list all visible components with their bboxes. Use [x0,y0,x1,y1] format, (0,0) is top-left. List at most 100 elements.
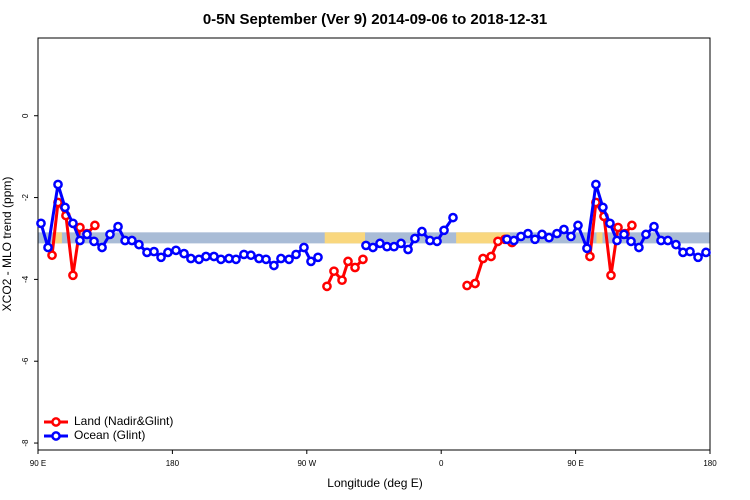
data-point [306,256,316,267]
data-point [573,220,583,231]
data-point [663,235,673,246]
data-point [619,229,629,240]
y-tick-label: -6 [21,357,30,365]
data-point [530,234,540,245]
data-point [403,244,413,255]
x-tick-label: 90 W [297,459,316,468]
data-point [626,236,636,247]
data-point [350,262,360,273]
data-point [612,235,622,246]
band-segment [596,232,603,244]
data-point [358,254,368,265]
data-point [261,254,271,265]
data-point [432,236,442,247]
band-segment [456,232,510,244]
data-point [329,266,339,277]
data-point [613,222,623,233]
legend-label: Ocean (Glint) [74,428,145,442]
data-point [113,221,123,232]
data-point [43,242,53,253]
x-tick-label: 180 [703,459,717,468]
data-point [201,251,211,262]
data-point [523,228,533,239]
x-tick-label: 90 E [567,459,583,468]
x-tick-label: 0 [439,459,444,468]
data-point [322,281,332,292]
data-point [552,228,562,239]
data-point [89,236,99,247]
data-point [410,233,420,244]
data-point [156,252,166,263]
data-point [417,226,427,237]
x-axis-label: Longitude (deg E) [327,476,422,490]
data-point [216,254,226,265]
data-point [368,242,378,253]
data-point [627,220,637,231]
data-point [68,270,78,281]
data-point [486,251,496,262]
data-point [186,253,196,264]
data-point [171,245,181,256]
data-point [585,251,595,262]
data-point [68,218,78,229]
data-point [90,220,100,231]
data-point [97,242,107,253]
data-point [634,242,644,253]
x-tick-label: 180 [166,459,180,468]
data-point [671,239,681,250]
data-point [337,275,347,286]
data-point [299,242,309,253]
data-point [598,202,608,213]
data-point [246,250,256,261]
data-point [701,247,711,258]
chart-title: 0-5N September (Ver 9) 2014-09-06 to 201… [203,11,547,28]
y-tick-label: -4 [21,275,30,283]
data-point [566,231,576,242]
data-point [276,253,286,264]
data-point [462,280,472,291]
band-segment [324,232,366,244]
data-point [60,202,70,213]
data-point [134,239,144,250]
data-point [641,229,651,240]
data-point [343,256,353,267]
data-point [693,252,703,263]
data-point [179,248,189,259]
legend-marker [51,431,61,441]
data-point [105,229,115,240]
data-point [127,235,137,246]
data-point [53,179,63,190]
data-point [149,246,159,257]
data-point [291,249,301,260]
legend-label: Land (Nadir&Glint) [74,414,173,428]
data-point [47,250,57,261]
y-axis-label: XCO2 - MLO trend (ppm) [0,177,14,312]
data-point [448,212,458,223]
band-segment [38,232,710,244]
data-point [605,218,615,229]
data-point [82,229,92,240]
series-line [466,237,513,287]
data-point [509,235,519,246]
x-tick-label: 90 E [30,459,46,468]
data-point [582,243,592,254]
data-point [544,232,554,243]
data-point [649,221,659,232]
data-point [439,225,449,236]
data-point [685,246,695,257]
data-point [231,254,241,265]
data-point [606,270,616,281]
data-point [269,260,279,271]
band-segment [54,232,62,244]
legend-marker [51,417,61,427]
data-point [75,222,85,233]
data-point [396,238,406,249]
data-point [478,253,488,264]
y-tick-label: -8 [21,439,30,447]
data-point [75,235,85,246]
data-point [284,254,294,265]
data-point [313,252,323,263]
data-point [559,224,569,235]
data-point [470,278,480,289]
